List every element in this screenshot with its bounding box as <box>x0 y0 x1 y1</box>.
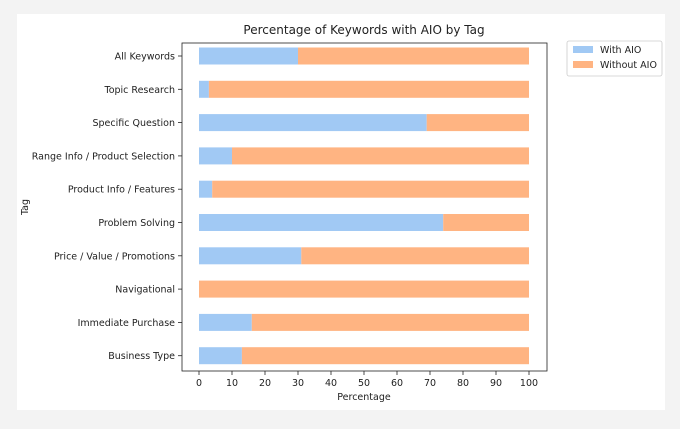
y-tick-label: Specific Question <box>93 118 176 129</box>
bar-with-aio-immediate-purchase <box>199 313 252 331</box>
bar-with-aio-problem-solving <box>199 214 444 231</box>
bar-without-aio-navigational <box>199 280 529 298</box>
y-axis-label: Tag <box>20 199 31 216</box>
x-tick-label: 20 <box>259 378 271 389</box>
y-tick-label: Navigational <box>115 285 175 296</box>
x-axis-label: Percentage <box>337 392 391 403</box>
y-tick-label: Price / Value / Promotions <box>54 251 175 262</box>
bar-with-aio-range-info-product-selection <box>199 147 232 165</box>
bar-without-aio-specific-question <box>426 114 529 132</box>
x-tick-label: 90 <box>490 378 502 389</box>
bar-with-aio-specific-question <box>199 114 427 132</box>
chart-title: Percentage of Keywords with AIO by Tag <box>243 23 484 37</box>
x-tick-label: 80 <box>457 378 469 389</box>
x-tick-label: 0 <box>196 378 202 389</box>
x-tick-label: 50 <box>358 378 370 389</box>
bar-without-aio-topic-research <box>208 80 529 98</box>
x-tick-label: 100 <box>520 378 538 389</box>
chart-svg: Percentage of Keywords with AIO by Tag A… <box>20 23 663 403</box>
bar-with-aio-price-value-promotions <box>199 247 302 265</box>
x-tick-label: 10 <box>226 378 238 389</box>
bar-with-aio-topic-research <box>199 80 209 98</box>
bar-without-aio-all-keywords <box>298 47 529 65</box>
bar-without-aio-immediate-purchase <box>251 313 530 331</box>
y-tick-label: Immediate Purchase <box>78 318 176 329</box>
legend: With AIO Without AIO <box>566 40 663 77</box>
plot-frame <box>181 42 548 372</box>
x-tick-label: 30 <box>292 378 304 389</box>
chart-panel: Percentage of Keywords with AIO by Tag A… <box>17 14 665 410</box>
bar-without-aio-product-info-features <box>212 180 529 198</box>
y-tick-layer: All Keywords Topic Research Specific Quest… <box>32 52 182 362</box>
bar-without-aio-range-info-product-selection <box>232 147 529 165</box>
y-tick-label: Topic Research <box>104 85 176 96</box>
legend-label-with-aio: With AIO <box>600 45 641 56</box>
bar-without-aio-business-type <box>241 347 529 365</box>
legend-label-without-aio: Without AIO <box>600 60 657 71</box>
bar-with-aio-business-type <box>199 347 242 365</box>
bar-without-aio-price-value-promotions <box>301 247 529 265</box>
y-tick-label: Problem Solving <box>98 218 175 229</box>
bar-with-aio-all-keywords <box>199 47 298 65</box>
legend-swatch-without-aio <box>573 61 593 68</box>
bar-with-aio-product-info-features <box>199 180 213 198</box>
y-tick-label: Product Info / Features <box>68 185 175 196</box>
x-tick-label: 70 <box>424 378 436 389</box>
bars-layer <box>199 47 530 365</box>
x-tick-layer: 0 10 20 30 40 50 60 70 80 90 100 <box>196 371 538 389</box>
legend-swatch-with-aio <box>573 46 593 53</box>
y-tick-label: Range Info / Product Selection <box>32 151 175 162</box>
bar-without-aio-problem-solving <box>443 214 529 231</box>
y-tick-label: All Keywords <box>115 52 175 63</box>
x-tick-label: 60 <box>391 378 403 389</box>
x-tick-label: 40 <box>325 378 337 389</box>
y-tick-label: Business Type <box>108 351 175 362</box>
